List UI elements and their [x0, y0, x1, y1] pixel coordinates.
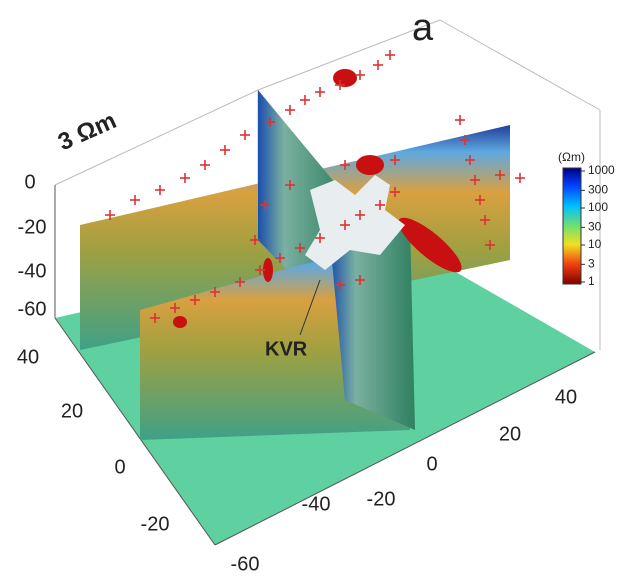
colorbar-tick-label: 30: [588, 220, 602, 234]
front-axis-tick-label: -20: [367, 488, 396, 510]
right-axis-tick-label: 40: [555, 386, 577, 408]
figure: KVR a 3 Ωm (Ωm) 10003001003010310-20-40-…: [0, 0, 623, 580]
left-axis-tick-label: 40: [17, 346, 39, 368]
annotation: KVR: [265, 338, 308, 360]
colorbar-title: (Ωm): [558, 150, 585, 164]
colorbar-tick-label: 100: [588, 200, 608, 214]
left-axis-tick-label: 0: [114, 456, 125, 478]
depth-tick-label: 0: [24, 171, 35, 193]
isosurface-label: 3 Ωm: [54, 107, 120, 156]
colorbar-tick-label: 1: [588, 274, 595, 288]
depth-tick-label: -20: [18, 216, 47, 238]
colorbar-tick-label: 1000: [588, 163, 615, 177]
colorbar-tick-label: 300: [588, 183, 608, 197]
colorbar-tick-label: 10: [588, 237, 602, 251]
front-axis-tick-label: 0: [426, 453, 437, 475]
front-axis-tick-label: -40: [302, 493, 331, 515]
panel-label: a: [412, 7, 434, 49]
colorbar-tick-label: 3: [588, 257, 595, 271]
depth-tick-label: -40: [18, 260, 47, 282]
right-axis-tick-label: 20: [499, 423, 521, 445]
front-axis-tick-label: -60: [231, 553, 260, 575]
depth-tick-label: -60: [18, 298, 47, 320]
left-axis-tick-label: -20: [141, 513, 170, 535]
left-axis-tick-label: 20: [61, 400, 83, 422]
colorbar: [563, 168, 581, 284]
